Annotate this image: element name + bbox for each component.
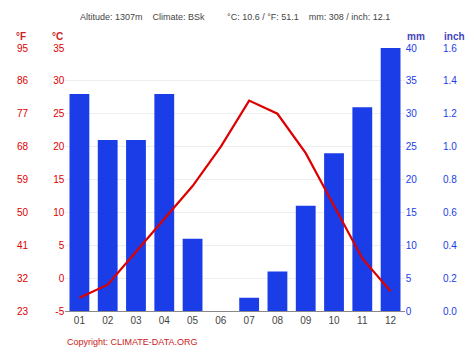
svg-text:35: 35 bbox=[406, 75, 418, 86]
svg-text:95: 95 bbox=[17, 43, 29, 54]
svg-text:mm: mm bbox=[407, 31, 425, 42]
svg-text:08: 08 bbox=[272, 315, 284, 326]
svg-text:06: 06 bbox=[215, 315, 227, 326]
svg-text:0.2: 0.2 bbox=[443, 273, 457, 284]
svg-text:02: 02 bbox=[102, 315, 114, 326]
svg-text:41: 41 bbox=[17, 240, 29, 251]
svg-text:30: 30 bbox=[53, 75, 65, 86]
svg-text:03: 03 bbox=[130, 315, 142, 326]
svg-text:20: 20 bbox=[406, 174, 418, 185]
svg-text:10: 10 bbox=[406, 240, 418, 251]
svg-text:5: 5 bbox=[59, 240, 65, 251]
svg-text:25: 25 bbox=[406, 141, 418, 152]
svg-text:15: 15 bbox=[406, 207, 418, 218]
svg-text:11: 11 bbox=[357, 315, 368, 326]
svg-text:°C: °C bbox=[52, 31, 63, 42]
svg-text:86: 86 bbox=[17, 75, 29, 86]
svg-text:5: 5 bbox=[406, 273, 412, 284]
svg-text:01: 01 bbox=[74, 315, 86, 326]
svg-text:50: 50 bbox=[17, 207, 29, 218]
svg-text:04: 04 bbox=[159, 315, 171, 326]
svg-text:inch: inch bbox=[444, 31, 465, 42]
svg-text:30: 30 bbox=[406, 108, 418, 119]
svg-text:Copyright: CLIMATE-DATA.ORG: Copyright: CLIMATE-DATA.ORG bbox=[67, 337, 198, 347]
svg-text:09: 09 bbox=[300, 315, 312, 326]
svg-text:35: 35 bbox=[53, 43, 65, 54]
svg-text:1.4: 1.4 bbox=[443, 75, 457, 86]
svg-text:1.6: 1.6 bbox=[443, 43, 457, 54]
svg-text:0.8: 0.8 bbox=[443, 174, 457, 185]
svg-text:Altitude: 1307m Climate: BS: Altitude: 1307m Climate: BSk °C: 10.6 / … bbox=[80, 12, 390, 22]
svg-text:0: 0 bbox=[59, 273, 65, 284]
svg-text:32: 32 bbox=[17, 273, 29, 284]
svg-text:15: 15 bbox=[53, 174, 65, 185]
svg-text:25: 25 bbox=[53, 108, 65, 119]
svg-text:77: 77 bbox=[17, 108, 29, 119]
svg-text:07: 07 bbox=[244, 315, 256, 326]
svg-text:40: 40 bbox=[406, 43, 418, 54]
svg-text:1.0: 1.0 bbox=[443, 141, 457, 152]
svg-text:59: 59 bbox=[17, 174, 29, 185]
svg-text:12: 12 bbox=[385, 315, 397, 326]
svg-text:1.2: 1.2 bbox=[443, 108, 457, 119]
svg-text:0.0: 0.0 bbox=[443, 306, 457, 317]
svg-text:0.4: 0.4 bbox=[443, 240, 457, 251]
svg-text:10: 10 bbox=[328, 315, 340, 326]
svg-text:68: 68 bbox=[17, 141, 29, 152]
svg-text:°F: °F bbox=[16, 31, 26, 42]
svg-text:10: 10 bbox=[53, 207, 65, 218]
svg-text:-5: -5 bbox=[55, 306, 64, 317]
svg-text:0.6: 0.6 bbox=[443, 207, 457, 218]
svg-text:0: 0 bbox=[406, 306, 412, 317]
svg-text:23: 23 bbox=[17, 306, 29, 317]
svg-text:05: 05 bbox=[187, 315, 199, 326]
svg-text:20: 20 bbox=[53, 141, 65, 152]
